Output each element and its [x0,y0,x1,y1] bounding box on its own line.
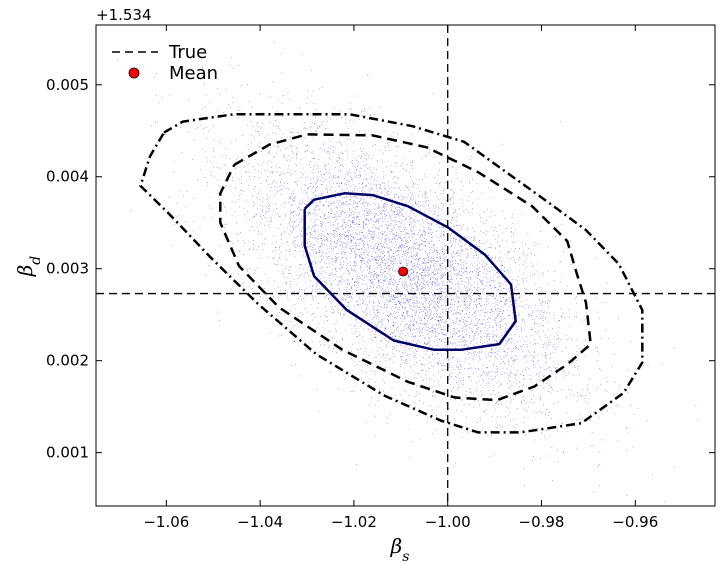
x-tick-label: −1.04 [237,513,283,531]
x-tick-label: −0.98 [519,513,565,531]
credible-contours [139,112,644,434]
x-tick-label: −1.06 [143,513,189,531]
y-tick-label: 0.002 [46,352,89,370]
plot-area [96,25,715,506]
x-tick-label: −0.96 [612,513,658,531]
mean-marker-layer [398,266,409,277]
y-axis-ticks: 0.001 0.002 0.003 0.004 0.005 [46,76,715,462]
contour-middle [219,133,592,402]
plot-frame [95,24,716,507]
y-tick-label: 0.004 [46,168,89,186]
legend: True Mean [112,42,218,84]
y-tick-label: 0.003 [46,260,89,278]
legend-true-label: True [168,42,207,63]
y-tick-label: 0.005 [46,76,89,94]
x-tick-label: −1.02 [331,513,377,531]
y-tick-label: 0.001 [46,444,89,462]
x-tick-label: −1.00 [425,513,471,531]
posterior-samples [117,42,698,506]
legend-mean-label: Mean [169,63,218,84]
x-axis-label: βs [390,534,410,565]
legend-mean-marker [128,67,140,79]
contour-inner [303,192,517,351]
true-value-lines [96,25,715,506]
y-axis-label: βd [13,256,44,278]
mean-marker [398,266,409,277]
y-offset-label: +1.534 [96,6,152,24]
x-axis-ticks: −1.06 −1.04 −1.02 −1.00 −0.98 −0.96 [143,25,658,531]
sample-points [117,42,698,506]
